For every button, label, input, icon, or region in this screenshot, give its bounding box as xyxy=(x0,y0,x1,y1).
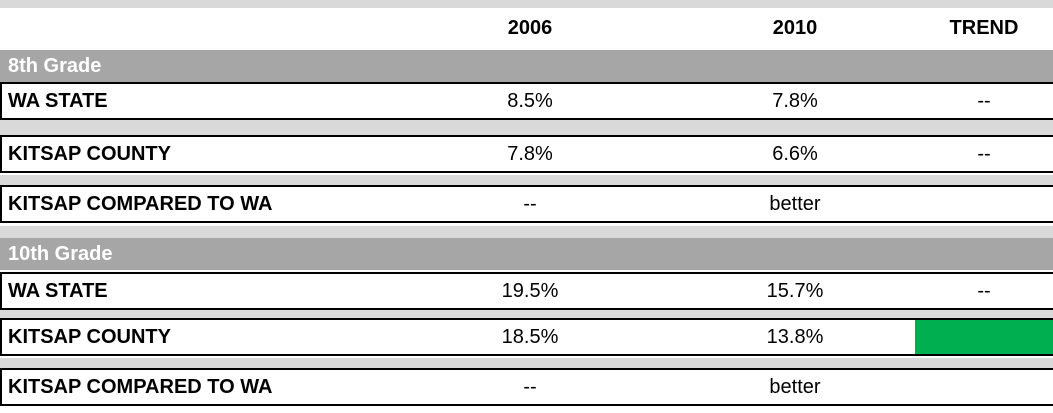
top-strip xyxy=(0,0,1053,8)
cell: 7.8% xyxy=(772,90,818,112)
row xyxy=(0,272,1053,310)
column-header: 2006 xyxy=(507,17,553,39)
section-title: 10th Grade xyxy=(0,238,1053,270)
column-header: TREND xyxy=(949,17,1019,39)
row xyxy=(0,368,1053,406)
row-label: KITSAP COMPARED TO WA xyxy=(8,193,273,215)
trend-indicator xyxy=(915,320,1053,354)
row-label: KITSAP COUNTY xyxy=(8,143,171,165)
gap xyxy=(0,358,1053,368)
cell: 6.6% xyxy=(772,143,818,165)
cell: -- xyxy=(523,376,537,398)
cell: -- xyxy=(977,90,991,112)
row-label: KITSAP COUNTY xyxy=(8,326,171,348)
cell: 18.5% xyxy=(501,326,559,348)
row xyxy=(0,318,1053,356)
column-header: 2010 xyxy=(772,17,818,39)
cell: 7.8% xyxy=(507,143,553,165)
gap xyxy=(0,120,1053,135)
gap xyxy=(0,308,1053,318)
row xyxy=(0,185,1053,223)
row xyxy=(0,82,1053,120)
row-label: KITSAP COMPARED TO WA xyxy=(8,376,273,398)
cell: -- xyxy=(977,280,991,302)
gap xyxy=(0,226,1053,238)
row-label: WA STATE xyxy=(8,90,108,112)
row-label: WA STATE xyxy=(8,280,108,302)
row xyxy=(0,135,1053,173)
cell: 15.7% xyxy=(766,280,824,302)
cell: 13.8% xyxy=(766,326,824,348)
cell: -- xyxy=(523,193,537,215)
cell: 8.5% xyxy=(507,90,553,112)
cell: better xyxy=(769,193,821,215)
gap xyxy=(0,175,1053,185)
cell: -- xyxy=(977,143,991,165)
section-title: 8th Grade xyxy=(0,50,1053,82)
cell: better xyxy=(769,376,821,398)
cell: 19.5% xyxy=(501,280,559,302)
